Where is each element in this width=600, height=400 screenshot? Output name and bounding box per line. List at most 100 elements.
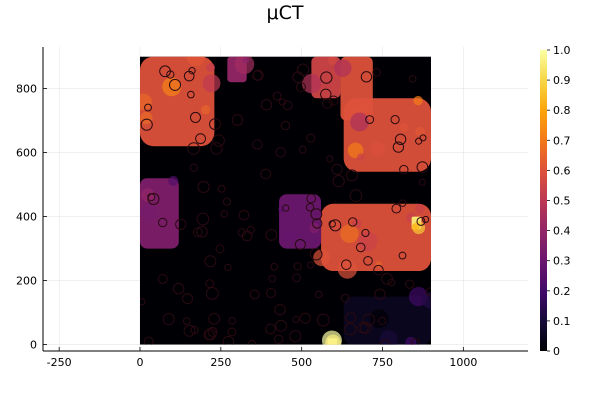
texture-ring bbox=[331, 163, 343, 176]
texture-ring bbox=[360, 71, 373, 83]
colorbar-tick-label: 0.9 bbox=[553, 74, 571, 87]
texture-ring bbox=[348, 217, 358, 227]
texture-ring bbox=[416, 216, 426, 226]
texture-spot bbox=[399, 123, 409, 132]
texture-ring bbox=[196, 212, 210, 226]
texture-spot bbox=[140, 203, 158, 222]
texture-ring bbox=[373, 264, 384, 276]
texture-ring bbox=[365, 115, 375, 125]
texture-spot bbox=[140, 93, 152, 111]
image-region bbox=[301, 56, 341, 99]
colorbar-tick-label: 0 bbox=[553, 345, 560, 358]
texture-ring bbox=[224, 263, 232, 272]
texture-ring bbox=[326, 155, 334, 163]
texture-ring bbox=[140, 118, 153, 131]
texture-ring bbox=[209, 118, 221, 131]
texture-ring bbox=[265, 287, 276, 299]
colorbar-tick-label: 0.4 bbox=[553, 225, 571, 238]
colorbar-tick-label: 0.1 bbox=[553, 315, 571, 328]
texture-ring bbox=[189, 111, 202, 123]
colorbar-tick-label: 0.7 bbox=[553, 134, 571, 147]
texture-ring bbox=[157, 274, 168, 284]
region-fill bbox=[279, 194, 322, 249]
texture-ring bbox=[408, 75, 417, 83]
texture-ring bbox=[306, 133, 316, 143]
texture-ring bbox=[320, 88, 332, 101]
texture-spot bbox=[200, 105, 211, 115]
x-tick-label: 500 bbox=[291, 356, 312, 369]
x-tick-label: 750 bbox=[372, 356, 393, 369]
texture-ring bbox=[181, 293, 194, 305]
colorbar-gradient bbox=[540, 50, 547, 351]
texture-ring bbox=[196, 225, 208, 238]
texture-ring bbox=[260, 99, 273, 111]
texture-ring bbox=[175, 218, 187, 230]
texture-spot bbox=[350, 112, 369, 132]
texture-ring bbox=[374, 288, 386, 300]
texture-ring bbox=[391, 203, 402, 214]
texture-spot bbox=[327, 56, 337, 65]
texture-spot bbox=[379, 329, 398, 345]
texture-ring bbox=[415, 137, 423, 145]
texture-ring bbox=[217, 184, 226, 193]
texture-ring bbox=[362, 313, 376, 327]
texture-ring bbox=[309, 247, 323, 261]
texture-ring bbox=[296, 82, 306, 93]
texture-spot bbox=[241, 56, 250, 64]
texture-ring bbox=[208, 312, 221, 325]
colorbar: 0 0.1 0.2 0.3 0.4 0.5 0.6 0.7 0.8 0.9 1.0 bbox=[540, 44, 571, 358]
texture-ring bbox=[345, 312, 357, 324]
texture-ring bbox=[404, 279, 415, 289]
texture-spot bbox=[301, 73, 322, 94]
texture-spot bbox=[313, 249, 330, 267]
texture-spot bbox=[278, 205, 286, 213]
image-region bbox=[278, 194, 322, 249]
texture-ring bbox=[310, 208, 323, 221]
texture-ring bbox=[246, 226, 255, 235]
texture-spot bbox=[321, 330, 342, 345]
texture-ring bbox=[361, 228, 370, 238]
texture-ring bbox=[381, 272, 393, 285]
texture-ring bbox=[344, 322, 357, 336]
y-tick-label: 800 bbox=[16, 83, 37, 96]
heatmap-image bbox=[140, 56, 431, 345]
texture-ring bbox=[228, 316, 236, 325]
texture-ring bbox=[272, 91, 282, 101]
texture-ring bbox=[140, 298, 146, 306]
texture-ring bbox=[416, 161, 429, 173]
texture-ring bbox=[187, 142, 200, 155]
texture-ring bbox=[292, 315, 300, 323]
texture-ring bbox=[182, 317, 191, 325]
image-region bbox=[313, 203, 431, 279]
texture-ring bbox=[398, 251, 407, 260]
texture-ring bbox=[222, 335, 235, 345]
texture-ring bbox=[316, 313, 330, 327]
colorbar-tick-label: 0.3 bbox=[553, 255, 571, 268]
y-tick-label: 400 bbox=[16, 211, 37, 224]
texture-ring bbox=[157, 217, 168, 228]
texture-ring bbox=[380, 339, 391, 345]
image-region bbox=[343, 95, 431, 172]
axes: -250 0 250 500 750 1000 0 200 400 600 800 bbox=[16, 47, 528, 369]
texture-ring bbox=[238, 209, 250, 221]
texture-ring bbox=[282, 204, 290, 212]
texture-ring bbox=[387, 278, 396, 287]
image-region bbox=[227, 56, 255, 83]
texture-ring bbox=[204, 255, 217, 268]
texture-ring bbox=[314, 290, 323, 299]
texture-ring bbox=[210, 142, 223, 155]
chart-title: μCT bbox=[267, 2, 304, 24]
texture-spot bbox=[202, 74, 221, 93]
texture-ring bbox=[187, 90, 195, 99]
texture-ring bbox=[306, 193, 316, 204]
texture-ring bbox=[341, 259, 352, 270]
texture-ring bbox=[273, 334, 284, 345]
texture-ring bbox=[203, 329, 215, 341]
texture-ring bbox=[411, 338, 420, 345]
texture-ring bbox=[162, 313, 175, 326]
texture-ring bbox=[205, 279, 214, 288]
texture-ring bbox=[265, 323, 276, 335]
y-tick-label: 600 bbox=[16, 147, 37, 160]
texture-ring bbox=[143, 336, 154, 345]
texture-ring bbox=[305, 202, 315, 212]
